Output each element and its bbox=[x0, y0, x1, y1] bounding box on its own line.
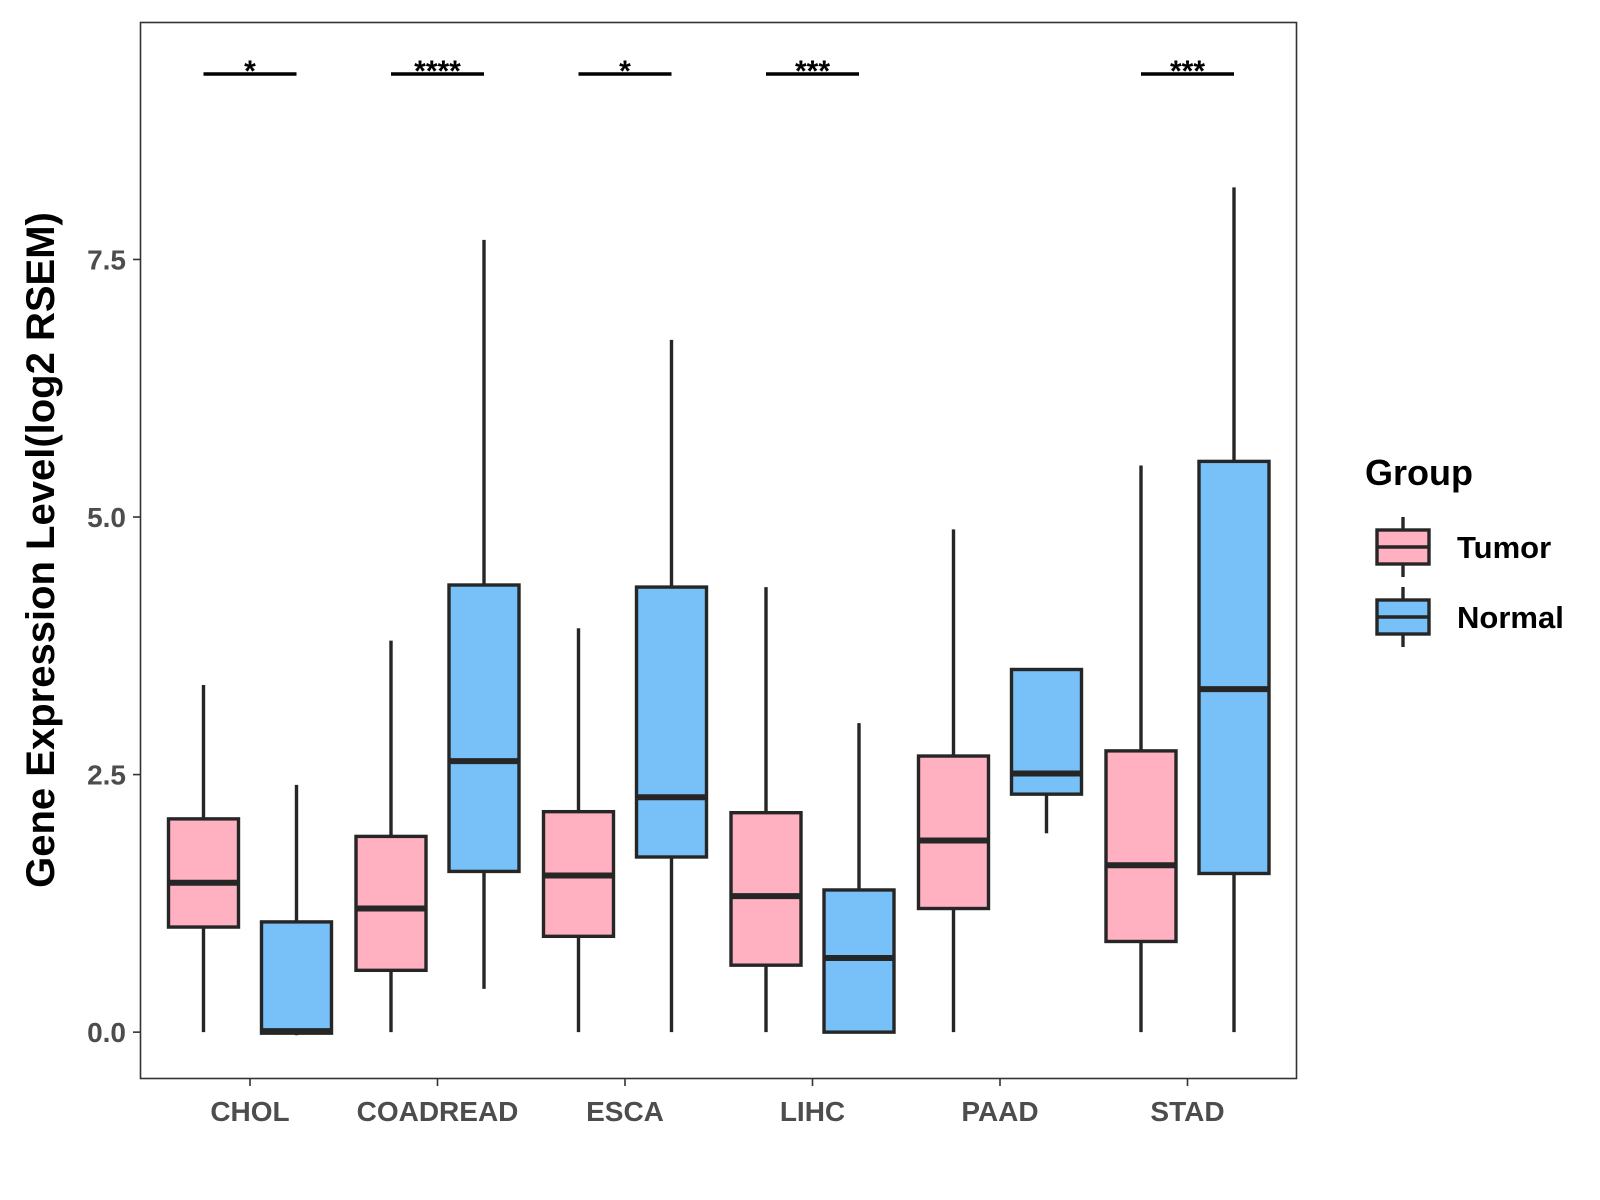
box-iqr bbox=[1104, 749, 1178, 944]
box-iqr bbox=[447, 583, 521, 874]
y-tick-label: 5.0 bbox=[87, 502, 126, 533]
box-iqr bbox=[634, 585, 709, 859]
box-iqr bbox=[354, 834, 428, 973]
box-normal-chol bbox=[259, 784, 334, 1036]
legend-title: Group bbox=[1365, 452, 1473, 493]
box-tumor-paad bbox=[916, 529, 991, 1033]
significance-label: *** bbox=[1170, 55, 1205, 88]
box-normal-esca bbox=[634, 339, 709, 1033]
y-tick-label: 2.5 bbox=[87, 760, 126, 791]
x-tick-label: COADREAD bbox=[357, 1096, 519, 1127]
box-normal-coadread bbox=[447, 239, 521, 989]
significance-label: *** bbox=[795, 55, 830, 88]
box-normal-paad bbox=[1009, 667, 1084, 834]
significance-label: * bbox=[619, 55, 631, 88]
box-normal-stad bbox=[1197, 187, 1271, 1033]
box-iqr bbox=[729, 810, 803, 967]
box-tumor-esca bbox=[541, 628, 616, 1033]
box-tumor-lihc bbox=[729, 587, 803, 1033]
legend: Group Tumor Normal bbox=[1365, 452, 1564, 647]
box-tumor-chol bbox=[166, 684, 241, 1033]
box-iqr bbox=[259, 920, 334, 1035]
x-tick-label: PAAD bbox=[961, 1096, 1038, 1127]
y-axis-title: Gene Expression Level(log2 RSEM) bbox=[19, 212, 63, 888]
plot-panel bbox=[139, 21, 1298, 1080]
box-iqr bbox=[1197, 459, 1271, 876]
x-tick-label: LIHC bbox=[780, 1096, 845, 1127]
box-tumor-coadread bbox=[354, 640, 428, 1033]
y-tick-label: 0.0 bbox=[87, 1017, 126, 1048]
legend-label: Tumor bbox=[1457, 530, 1551, 565]
y-tick-label: 7.5 bbox=[87, 244, 126, 275]
x-tick-label: ESCA bbox=[586, 1096, 664, 1127]
y-axis: 0.0 2.5 5.0 7.5 bbox=[87, 244, 141, 1048]
box-iqr bbox=[916, 754, 991, 911]
significance-label: **** bbox=[414, 55, 461, 88]
box-iqr bbox=[822, 888, 896, 1034]
box-normal-lihc bbox=[822, 723, 896, 1034]
legend-item-tumor: Tumor bbox=[1375, 517, 1551, 577]
x-tick-label: STAD bbox=[1150, 1096, 1224, 1127]
box-tumor-stad bbox=[1104, 465, 1178, 1033]
box-iqr bbox=[166, 817, 241, 929]
box-group bbox=[166, 187, 1271, 1036]
legend-label: Normal bbox=[1457, 600, 1564, 635]
x-tick-label: CHOL bbox=[210, 1096, 289, 1127]
x-axis: CHOL COADREAD ESCA LIHC PAAD STAD bbox=[210, 1078, 1225, 1127]
significance-annotations: * **** * *** *** bbox=[203, 55, 1234, 88]
significance-label: * bbox=[244, 55, 256, 88]
legend-item-normal: Normal bbox=[1375, 587, 1564, 647]
